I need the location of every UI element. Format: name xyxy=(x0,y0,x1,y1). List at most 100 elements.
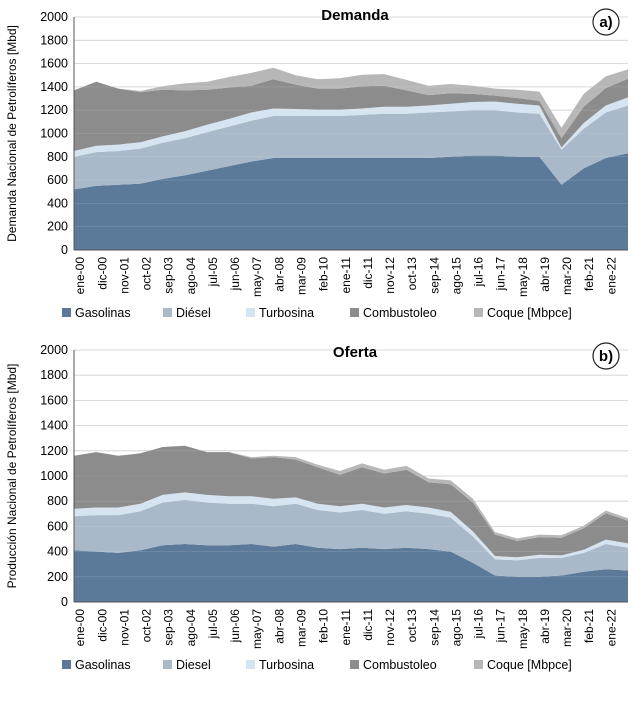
area-series-coque-1 xyxy=(74,445,628,541)
y-tick-label-0-6: 1200 xyxy=(40,103,68,117)
x-tick-label-0-20: may-18 xyxy=(516,257,530,297)
legend-label-gasolinas-1: Gasolinas xyxy=(75,658,131,672)
x-tick-label-0-1: dic-00 xyxy=(95,257,109,290)
area-series-turbosina-0 xyxy=(74,97,628,157)
x-tick-label-1-5: ago-04 xyxy=(184,609,198,647)
y-tick-label-0-9: 1800 xyxy=(40,33,68,47)
y-tick-label-1-9: 1800 xyxy=(40,368,68,382)
y-tick-label-1-2: 400 xyxy=(47,545,68,559)
x-tick-label-0-22: mar-20 xyxy=(560,257,574,295)
x-tick-label-1-10: mar-09 xyxy=(295,609,309,647)
chart-title-0: Demanda xyxy=(321,7,389,24)
legend-swatch-diesel-1 xyxy=(163,660,172,669)
y-tick-label-1-8: 1600 xyxy=(40,393,68,407)
x-tick-label-0-0: ene-00 xyxy=(73,257,87,295)
x-tick-label-1-8: may-07 xyxy=(250,609,264,649)
x-tick-label-0-23: feb-21 xyxy=(582,257,596,291)
x-tick-label-0-2: nov-01 xyxy=(117,257,131,294)
y-tick-label-0-5: 1000 xyxy=(40,127,68,141)
y-tick-label-1-0: 0 xyxy=(61,595,68,609)
legend-label-coque-0: Coque [Mbpce] xyxy=(487,306,572,320)
legend-swatch-turbosina-0 xyxy=(246,308,255,317)
area-series-combustoleo-1 xyxy=(74,445,628,558)
x-tick-label-1-18: jul-16 xyxy=(472,609,486,640)
legend-swatch-combustoleo-0 xyxy=(350,308,359,317)
x-tick-label-0-3: oct-02 xyxy=(140,257,154,291)
x-tick-label-0-17: ago-15 xyxy=(449,257,463,295)
x-tick-label-1-12: ene-11 xyxy=(339,609,353,646)
x-tick-label-0-8: may-07 xyxy=(250,257,264,297)
x-tick-label-1-9: abr-08 xyxy=(272,609,286,644)
y-tick-label-0-4: 800 xyxy=(47,150,68,164)
x-tick-label-0-13: dic-11 xyxy=(361,257,375,289)
x-tick-label-1-7: jun-06 xyxy=(228,609,242,644)
area-series-gasolinas-0 xyxy=(74,153,628,250)
y-axis-label-1: Producción Nacional de Petrolíferos [Mbd… xyxy=(5,364,19,589)
x-tick-label-1-1: dic-00 xyxy=(95,609,109,642)
x-tick-label-0-11: feb-10 xyxy=(317,257,331,291)
chart-title-1: Oferta xyxy=(333,344,378,361)
x-tick-label-1-2: nov-01 xyxy=(117,609,131,646)
legend-label-combustoleo-1: Combustoleo xyxy=(363,658,437,672)
y-tick-label-1-7: 1400 xyxy=(40,419,68,433)
area-series-combustoleo-0 xyxy=(74,78,628,151)
x-tick-label-1-15: oct-13 xyxy=(405,609,419,643)
legend-swatch-combustoleo-1 xyxy=(350,660,359,669)
y-tick-label-0-3: 600 xyxy=(47,173,68,187)
panel-tag-1: b) xyxy=(599,348,613,365)
x-tick-label-1-4: sep-03 xyxy=(162,609,176,646)
legend-label-combustoleo-0: Combustoleo xyxy=(363,306,437,320)
x-tick-label-1-22: mar-20 xyxy=(560,609,574,647)
x-tick-label-1-20: may-18 xyxy=(516,609,530,649)
y-tick-label-1-3: 600 xyxy=(47,519,68,533)
area-series-turbosina-1 xyxy=(74,492,628,561)
y-tick-label-1-5: 1000 xyxy=(40,469,68,483)
x-tick-label-0-24: ene-22 xyxy=(604,257,618,295)
x-tick-label-1-16: sep-14 xyxy=(427,609,441,646)
y-axis-label-0: Demanda Nacional de Petrolíferos [Mbd] xyxy=(5,25,19,242)
panel-tag-0: a) xyxy=(599,14,612,31)
x-tick-label-0-21: abr-19 xyxy=(538,257,552,292)
legend-swatch-gasolinas-1 xyxy=(62,660,71,669)
x-tick-label-1-24: ene-22 xyxy=(604,609,618,647)
x-tick-label-1-13: dic-11 xyxy=(361,609,375,641)
y-tick-label-0-2: 400 xyxy=(47,196,68,210)
x-tick-label-1-23: feb-21 xyxy=(582,609,596,643)
x-tick-label-0-14: nov-12 xyxy=(383,257,397,294)
legend-label-diesel-1: Diesel xyxy=(176,658,211,672)
x-tick-label-0-19: jun-17 xyxy=(494,257,508,292)
x-tick-label-1-21: abr-19 xyxy=(538,609,552,644)
x-tick-label-0-5: ago-04 xyxy=(184,257,198,295)
panel-tag-circle-0 xyxy=(592,8,620,36)
x-tick-label-1-17: ago-15 xyxy=(449,609,463,647)
area-series-coque-0 xyxy=(74,67,628,139)
y-tick-label-0-1: 200 xyxy=(47,220,68,234)
x-tick-label-1-6: jul-05 xyxy=(206,609,220,640)
legend-label-coque-1: Coque [Mbpce] xyxy=(487,658,572,672)
x-tick-label-0-9: abr-08 xyxy=(272,257,286,292)
x-tick-label-0-7: jun-06 xyxy=(228,257,242,292)
y-tick-label-0-0: 0 xyxy=(61,243,68,257)
x-tick-label-0-4: sep-03 xyxy=(162,257,176,294)
x-tick-label-1-0: ene-00 xyxy=(73,609,87,647)
legend-label-turbosina-0: Turbosina xyxy=(259,306,314,320)
x-tick-label-1-19: jun-17 xyxy=(494,609,508,644)
y-tick-label-1-1: 200 xyxy=(47,570,68,584)
legend-label-gasolinas-0: Gasolinas xyxy=(75,306,131,320)
y-tick-label-0-7: 1400 xyxy=(40,80,68,94)
y-tick-label-1-4: 800 xyxy=(47,494,68,508)
x-tick-label-0-12: ene-11 xyxy=(339,257,353,294)
x-tick-label-0-16: sep-14 xyxy=(427,257,441,294)
x-tick-label-0-6: jul-05 xyxy=(206,257,220,288)
x-tick-label-1-14: nov-12 xyxy=(383,609,397,646)
x-tick-label-0-18: jul-16 xyxy=(472,257,486,288)
legend-swatch-diesel-0 xyxy=(163,308,172,317)
area-series-diesel-1 xyxy=(74,499,628,577)
x-tick-label-0-15: oct-13 xyxy=(405,257,419,291)
y-tick-label-1-10: 2000 xyxy=(40,343,68,357)
panel-tag-circle-1 xyxy=(592,342,620,370)
x-tick-label-1-11: feb-10 xyxy=(317,609,331,643)
y-tick-label-0-10: 2000 xyxy=(40,10,68,24)
